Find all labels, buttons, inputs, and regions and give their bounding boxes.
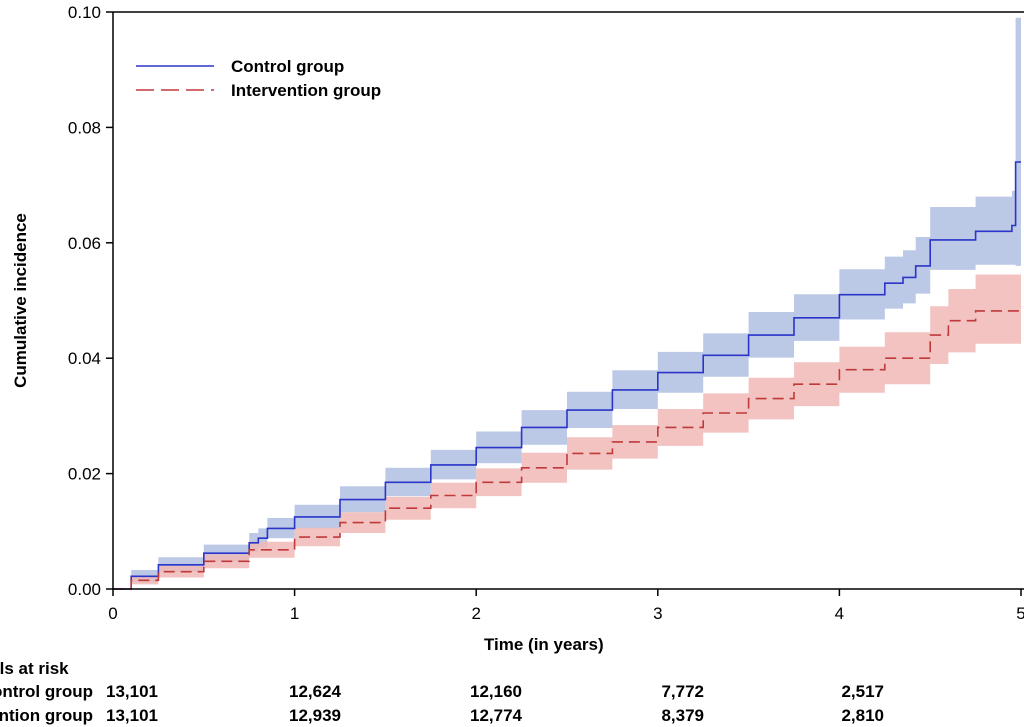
legend-label-control: Control group bbox=[231, 57, 344, 76]
y-tick-label: 0.00 bbox=[68, 580, 101, 599]
x-tick-label: 1 bbox=[290, 604, 299, 623]
y-tick-label: 0.04 bbox=[68, 349, 101, 368]
at-risk-count: 2,517 bbox=[841, 682, 884, 701]
y-axis-title: Cumulative incidence bbox=[11, 213, 30, 388]
at-risk-count: 13,101 bbox=[106, 706, 158, 725]
at-risk-row-label: Control group bbox=[0, 682, 93, 701]
x-tick-label: 3 bbox=[653, 604, 662, 623]
x-tick-label: 5 bbox=[1016, 604, 1024, 623]
series-line-intervention bbox=[113, 310, 1021, 590]
series-lines bbox=[113, 161, 1021, 590]
series-line-control bbox=[113, 161, 1021, 590]
x-axis-title: Time (in years) bbox=[484, 635, 604, 654]
at-risk-count: 12,774 bbox=[470, 706, 523, 725]
legend-label-intervention: Intervention group bbox=[231, 81, 381, 100]
at-risk-count: 13,101 bbox=[106, 682, 158, 701]
at-risk-count: 12,939 bbox=[289, 706, 341, 725]
ci-band-control bbox=[113, 17, 1021, 590]
y-tick-label: 0.02 bbox=[68, 465, 101, 484]
legend: Control group Intervention group bbox=[136, 57, 381, 100]
axes: 0.00 0.02 0.04 0.06 0.08 0.10 0 1 2 3 4 5 Time (in y… bbox=[11, 3, 1024, 654]
x-tick-label: 2 bbox=[471, 604, 480, 623]
at-risk-count: 2,810 bbox=[841, 706, 884, 725]
y-tick-label: 0.06 bbox=[68, 234, 101, 253]
at-risk-count: 7,772 bbox=[661, 682, 704, 701]
at-risk-table: Individuals at risk Control group 13,101 12… bbox=[0, 659, 884, 725]
y-tick-label: 0.10 bbox=[68, 3, 101, 22]
y-tick-label: 0.08 bbox=[68, 118, 101, 137]
x-tick-label: 0 bbox=[108, 604, 117, 623]
at-risk-count: 12,624 bbox=[289, 682, 342, 701]
x-tick-label: 4 bbox=[835, 604, 844, 623]
at-risk-count: 8,379 bbox=[661, 706, 704, 725]
at-risk-row-label: Intervention group bbox=[0, 706, 93, 725]
at-risk-title: Individuals at risk bbox=[0, 659, 69, 678]
confidence-bands bbox=[113, 17, 1021, 590]
at-risk-count: 12,160 bbox=[470, 682, 522, 701]
